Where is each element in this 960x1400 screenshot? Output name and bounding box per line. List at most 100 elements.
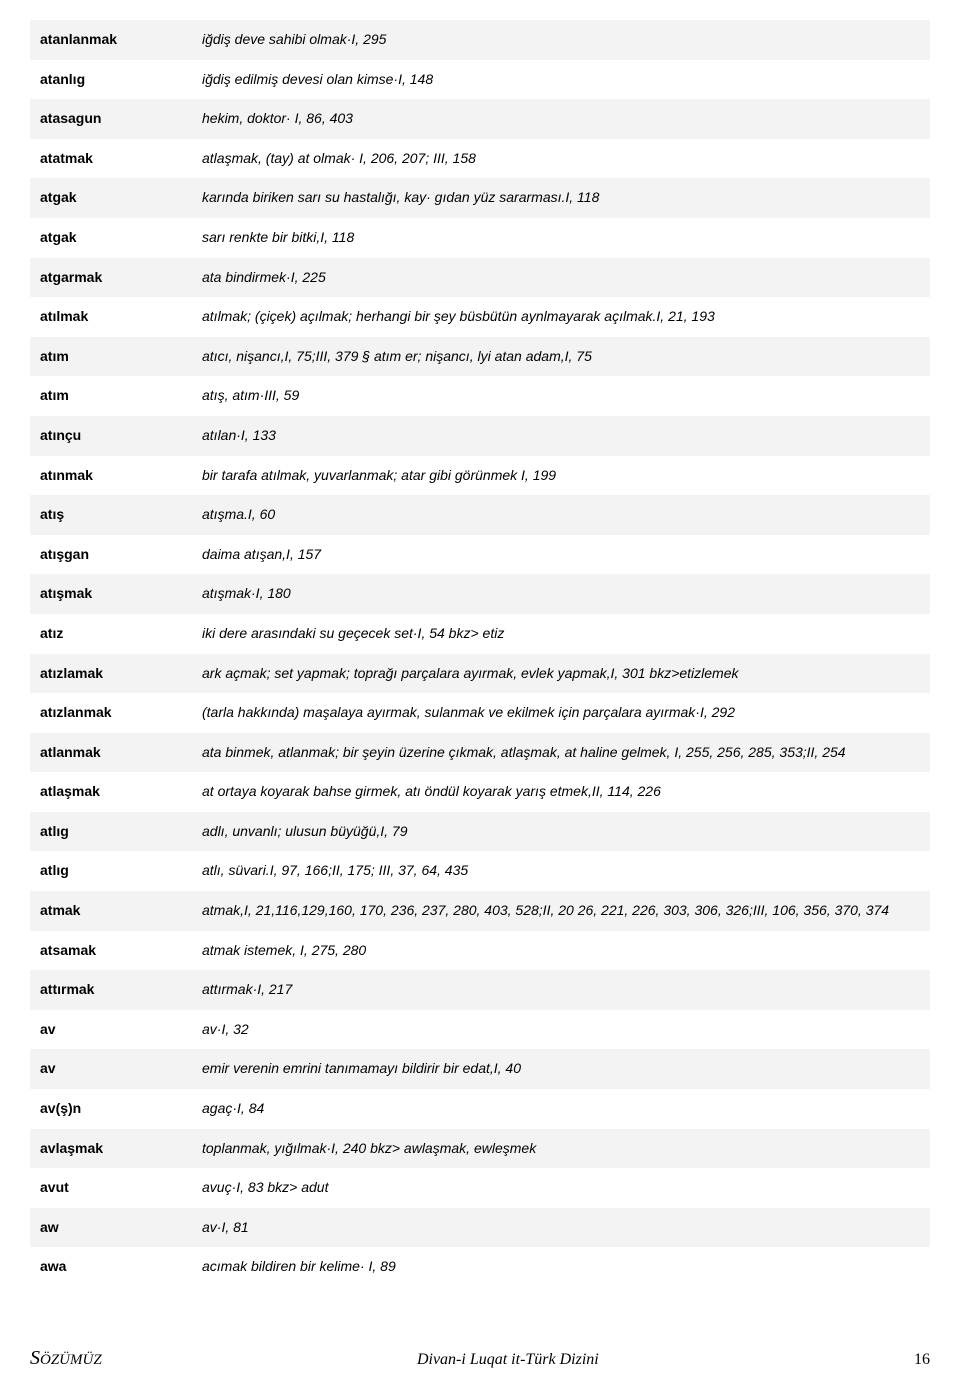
entry-term: atmak	[30, 891, 192, 931]
table-row: atgaksarı renkte bir bitki,I, 118	[30, 218, 930, 258]
page-footer: SÖZÜMÜZ Divan-i Luqat it-Türk Dizini 16	[30, 1347, 930, 1370]
table-row: atışmakatışmak·I, 180	[30, 574, 930, 614]
table-row: atımatış, atım·III, 59	[30, 376, 930, 416]
table-row: avemir verenin emrini tanımamayı bildiri…	[30, 1049, 930, 1089]
table-row: atışgandaima atışan,I, 157	[30, 535, 930, 575]
entry-definition: hekim, doktor· I, 86, 403	[192, 99, 930, 139]
footer-title: Divan-i Luqat it-Türk Dizini	[417, 1351, 599, 1369]
entry-term: atlanmak	[30, 733, 192, 773]
entry-term: atanlanmak	[30, 20, 192, 60]
entry-definition: ata binmek, atlanmak; bir şeyin üzerine …	[192, 733, 930, 773]
table-row: atmakatmak,I, 21,116,129,160, 170, 236, …	[30, 891, 930, 931]
entry-definition: karında biriken sarı su hastalığı, kay· …	[192, 178, 930, 218]
table-row: atlanmakata binmek, atlanmak; bir şeyin …	[30, 733, 930, 773]
table-row: attırmakattırmak·I, 217	[30, 970, 930, 1010]
entry-term: awa	[30, 1247, 192, 1287]
table-row: atsamakatmak istemek, I, 275, 280	[30, 931, 930, 971]
entry-definition: daima atışan,I, 157	[192, 535, 930, 575]
entry-definition: av·I, 32	[192, 1010, 930, 1050]
table-row: atgakkarında biriken sarı su hastalığı, …	[30, 178, 930, 218]
entry-definition: bir tarafa atılmak, yuvarlanmak; atar gi…	[192, 456, 930, 496]
entry-term: av	[30, 1049, 192, 1089]
entry-definition: atılmak; (çiçek) açılmak; herhangi bir ş…	[192, 297, 930, 337]
entry-definition: sarı renkte bir bitki,I, 118	[192, 218, 930, 258]
entry-term: avut	[30, 1168, 192, 1208]
table-row: atınçuatılan·I, 133	[30, 416, 930, 456]
table-row: atgarmakata bindirmek·I, 225	[30, 258, 930, 298]
dictionary-table-body: atanlanmakiğdiş deve sahibi olmak·I, 295…	[30, 20, 930, 1287]
entry-term: atızlanmak	[30, 693, 192, 733]
entry-definition: atıcı, nişancı,I, 75;III, 379 § atım er;…	[192, 337, 930, 377]
entry-definition: (tarla hakkında) maşalaya ayırmak, sulan…	[192, 693, 930, 733]
table-row: awav·I, 81	[30, 1208, 930, 1248]
entry-definition: atışmak·I, 180	[192, 574, 930, 614]
entry-definition: toplanmak, yığılmak·I, 240 bkz> awlaşmak…	[192, 1129, 930, 1169]
table-row: awaacımak bildiren bir kelime· I, 89	[30, 1247, 930, 1287]
entry-term: atatmak	[30, 139, 192, 179]
entry-term: atım	[30, 376, 192, 416]
table-row: atızlamakark açmak; set yapmak; toprağı …	[30, 654, 930, 694]
entry-definition: attırmak·I, 217	[192, 970, 930, 1010]
entry-term: atım	[30, 337, 192, 377]
entry-definition: avuç·I, 83 bkz> adut	[192, 1168, 930, 1208]
entry-definition: ata bindirmek·I, 225	[192, 258, 930, 298]
entry-definition: iğdiş deve sahibi olmak·I, 295	[192, 20, 930, 60]
entry-term: aw	[30, 1208, 192, 1248]
entry-term: atlaşmak	[30, 772, 192, 812]
entry-term: av(ş)n	[30, 1089, 192, 1129]
entry-term: atanlıg	[30, 60, 192, 100]
entry-term: atılmak	[30, 297, 192, 337]
table-row: atışatışma.I, 60	[30, 495, 930, 535]
footer-brand-rest: ÖZÜMÜZ	[40, 1352, 102, 1368]
table-row: atılmakatılmak; (çiçek) açılmak; herhang…	[30, 297, 930, 337]
table-row: atanlanmakiğdiş deve sahibi olmak·I, 295	[30, 20, 930, 60]
entry-definition: emir verenin emrini tanımamayı bildirir …	[192, 1049, 930, 1089]
table-row: atanlıgiğdiş edilmiş devesi olan kimse·I…	[30, 60, 930, 100]
entry-definition: atlaşmak, (tay) at olmak· I, 206, 207; I…	[192, 139, 930, 179]
entry-term: atınmak	[30, 456, 192, 496]
dictionary-table: atanlanmakiğdiş deve sahibi olmak·I, 295…	[30, 20, 930, 1287]
table-row: atızlanmak(tarla hakkında) maşalaya ayır…	[30, 693, 930, 733]
table-row: av(ş)nagaç·I, 84	[30, 1089, 930, 1129]
footer-page-number: 16	[914, 1351, 930, 1369]
entry-term: atgak	[30, 218, 192, 258]
entry-term: atışmak	[30, 574, 192, 614]
entry-term: atışgan	[30, 535, 192, 575]
entry-definition: atışma.I, 60	[192, 495, 930, 535]
entry-definition: iki dere arasındaki su geçecek set·I, 54…	[192, 614, 930, 654]
table-row: atatmakatlaşmak, (tay) at olmak· I, 206,…	[30, 139, 930, 179]
entry-term: atızlamak	[30, 654, 192, 694]
entry-definition: ark açmak; set yapmak; toprağı parçalara…	[192, 654, 930, 694]
entry-term: atgarmak	[30, 258, 192, 298]
table-row: atıziki dere arasındaki su geçecek set·I…	[30, 614, 930, 654]
entry-definition: atış, atım·III, 59	[192, 376, 930, 416]
entry-definition: adlı, unvanlı; ulusun büyüğü,I, 79	[192, 812, 930, 852]
entry-term: atsamak	[30, 931, 192, 971]
entry-definition: agaç·I, 84	[192, 1089, 930, 1129]
table-row: avav·I, 32	[30, 1010, 930, 1050]
entry-term: atız	[30, 614, 192, 654]
table-row: avlaşmaktoplanmak, yığılmak·I, 240 bkz> …	[30, 1129, 930, 1169]
entry-term: atlıg	[30, 812, 192, 852]
entry-term: av	[30, 1010, 192, 1050]
entry-definition: av·I, 81	[192, 1208, 930, 1248]
table-row: atlaşmakat ortaya koyarak bahse girmek, …	[30, 772, 930, 812]
entry-term: avlaşmak	[30, 1129, 192, 1169]
entry-term: atınçu	[30, 416, 192, 456]
entry-definition: at ortaya koyarak bahse girmek, atı öndü…	[192, 772, 930, 812]
entry-term: atlıg	[30, 851, 192, 891]
entry-definition: atlı, süvari.I, 97, 166;II, 175; III, 37…	[192, 851, 930, 891]
entry-definition: atmak istemek, I, 275, 280	[192, 931, 930, 971]
table-row: atlıgadlı, unvanlı; ulusun büyüğü,I, 79	[30, 812, 930, 852]
table-row: atlıgatlı, süvari.I, 97, 166;II, 175; II…	[30, 851, 930, 891]
footer-brand: SÖZÜMÜZ	[30, 1347, 102, 1370]
entry-term: atgak	[30, 178, 192, 218]
entry-term: atış	[30, 495, 192, 535]
entry-term: attırmak	[30, 970, 192, 1010]
entry-definition: atmak,I, 21,116,129,160, 170, 236, 237, …	[192, 891, 930, 931]
footer-brand-initial: S	[30, 1347, 40, 1369]
table-row: atınmakbir tarafa atılmak, yuvarlanmak; …	[30, 456, 930, 496]
entry-definition: acımak bildiren bir kelime· I, 89	[192, 1247, 930, 1287]
table-row: avutavuç·I, 83 bkz> adut	[30, 1168, 930, 1208]
entry-term: atasagun	[30, 99, 192, 139]
